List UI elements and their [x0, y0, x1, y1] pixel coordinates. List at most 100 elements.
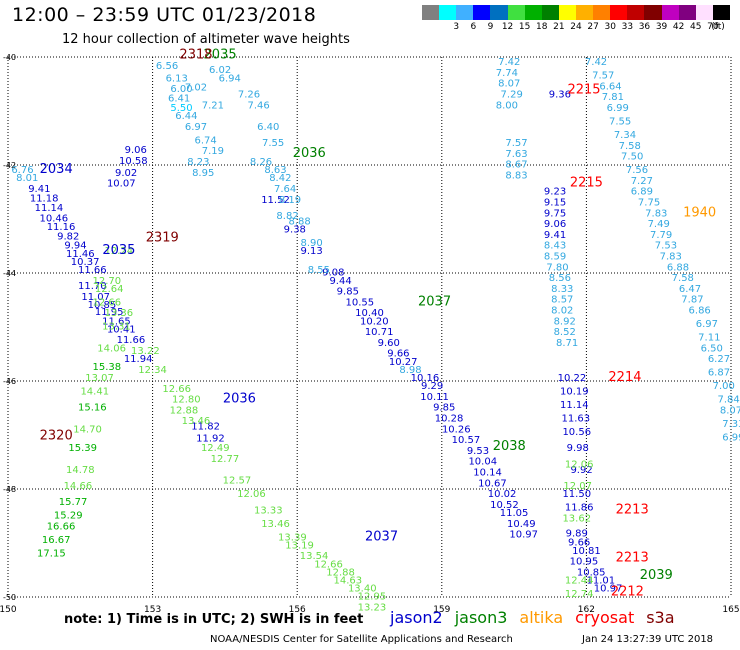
x-tick-label: 153 — [144, 605, 161, 615]
swh-data-label: 12.66 — [92, 297, 121, 308]
legend-item-jason2: jason2 — [390, 608, 443, 627]
swh-data-label: 7.75 — [638, 198, 660, 209]
swh-data-label: 10.52 — [490, 500, 519, 511]
swh-data-label: 17.15 — [37, 549, 66, 560]
color-swatch — [439, 5, 457, 20]
swh-data-label: 8.07 — [720, 405, 740, 416]
swh-data-label: 10.49 — [507, 519, 536, 530]
swh-data-label: 8.82 — [276, 211, 298, 222]
swh-data-label: 11.63 — [561, 414, 590, 425]
swh-data-label: 11.01 — [587, 576, 616, 587]
swh-data-label: 10.40 — [355, 308, 384, 319]
color-swatch — [524, 5, 542, 20]
swh-data-label: 10.22 — [558, 373, 587, 384]
swh-data-label: 9.85 — [337, 287, 359, 298]
swh-data-label: 14.66 — [64, 481, 93, 492]
color-scale-labels: 3 6 9 12 15 18 21 24 27 30 33 36 39 42 45 70 (ft) — [422, 22, 730, 34]
swh-data-label: 6.56 — [156, 61, 178, 72]
pass-time-label: 2034 — [40, 162, 73, 177]
x-tick-label: 165 — [722, 605, 739, 615]
swh-data-label: 9.66 — [387, 349, 409, 360]
color-swatch — [473, 5, 491, 20]
legend-item-jason3: jason3 — [454, 608, 508, 627]
swh-data-label: 8.92 — [554, 316, 576, 327]
swh-data-label: 7.26 — [238, 90, 260, 101]
swh-data-label: 7.11 — [698, 333, 720, 344]
color-swatch — [456, 5, 474, 20]
color-scale-label: 12 — [501, 22, 514, 32]
swh-data-label: 7.58 — [672, 273, 694, 284]
swh-data-label: 9.92 — [570, 465, 592, 476]
swh-data-label: 14.70 — [73, 424, 102, 435]
y-tick-label: -46 — [3, 377, 16, 386]
swh-data-label: 7.53 — [655, 241, 677, 252]
color-scale-label: 39 — [655, 22, 668, 32]
swh-data-label: 10.26 — [442, 424, 471, 435]
swh-data-label: 8.02 — [551, 306, 573, 317]
swh-data-label: 10.57 — [452, 435, 481, 446]
swh-data-label: 8.01 — [16, 173, 38, 184]
swh-data-label: 7.87 — [681, 295, 703, 306]
swh-data-label: 11.92 — [196, 433, 225, 444]
swh-data-label: 7.55 — [262, 138, 284, 149]
swh-data-label: 12.74 — [565, 589, 594, 600]
swh-data-label: 6.86 — [689, 306, 711, 317]
swh-data-label: 6.41 — [168, 93, 190, 104]
swh-data-label: 10.02 — [488, 489, 517, 500]
swh-data-label: 12.24 — [105, 246, 134, 257]
swh-data-label: 7.46 — [248, 100, 270, 111]
swh-data-label: 7.19 — [202, 146, 224, 157]
swh-data-label: 11.94 — [124, 354, 153, 365]
swh-data-label: 12.88 — [170, 405, 199, 416]
swh-data-label: 13.46 — [261, 519, 290, 530]
pass-time-label: 2039 — [640, 568, 673, 583]
swh-data-label: 8.67 — [505, 160, 527, 171]
color-scale-label: 27 — [587, 22, 599, 32]
swh-data-label: 13.46 — [182, 416, 211, 427]
swh-data-label: 10.97 — [509, 530, 538, 541]
swh-data-label: 16.67 — [42, 535, 71, 546]
swh-data-label: 7.80 — [546, 262, 568, 273]
legend-item-s3a: s3a — [646, 608, 675, 627]
swh-data-label: 8.33 — [551, 284, 573, 295]
footnote: note: 1) Time is in UTC; 2) SWH is in fe… — [64, 612, 364, 627]
swh-data-label: 8.23 — [187, 157, 209, 168]
swh-data-label: 6.47 — [679, 284, 701, 295]
swh-data-label: 7.84 — [717, 395, 739, 406]
swh-data-label: 7.55 — [609, 117, 631, 128]
swh-data-label: 15.39 — [68, 443, 97, 454]
pass-time-label: 2213 — [616, 502, 649, 517]
swh-data-label: 6.02 — [209, 65, 231, 76]
swh-data-label: 8.19 — [279, 195, 301, 206]
credit-line: NOAA/NESDIS Center for Satellite Applica… — [210, 634, 513, 645]
swh-data-label: 6.87 — [708, 368, 730, 379]
swh-data-label: 8.43 — [544, 241, 566, 252]
swh-data-label: 10.11 — [420, 392, 449, 403]
swh-data-label: 12.95 — [358, 592, 387, 603]
swh-data-label: 7.21 — [202, 100, 224, 111]
pass-time-label: 2318 — [179, 48, 212, 63]
swh-data-label: 11.66 — [117, 335, 146, 346]
swh-data-label: 7.50 — [621, 152, 643, 163]
color-scale-label: 9 — [487, 22, 494, 32]
swh-data-label: 16.66 — [47, 522, 76, 533]
x-tick-label: 159 — [433, 605, 450, 615]
swh-data-label: 9.06 — [125, 145, 147, 156]
pass-time-label: 2036 — [223, 392, 256, 407]
swh-data-label: 7.33 — [722, 419, 740, 430]
swh-data-label: 12.80 — [172, 395, 201, 406]
swh-data-label: 11.46 — [66, 249, 95, 260]
swh-data-label: 9.41 — [28, 184, 50, 195]
swh-data-label: 15.29 — [54, 511, 83, 522]
swh-data-label: 6.99 — [722, 432, 740, 443]
color-scale-label: 42 — [672, 22, 685, 32]
swh-data-label: 7.02 — [185, 82, 207, 93]
pass-time-label: 2319 — [146, 231, 179, 246]
swh-data-label: 7.57 — [592, 71, 614, 82]
swh-data-label: 9.08 — [322, 268, 344, 279]
swh-data-label: 7.79 — [650, 230, 672, 241]
swh-data-label: 11.95 — [95, 307, 124, 318]
swh-data-label: 6.13 — [166, 73, 188, 84]
swh-data-label: 11.65 — [102, 316, 131, 327]
swh-data-label: 6.64 — [599, 81, 621, 92]
